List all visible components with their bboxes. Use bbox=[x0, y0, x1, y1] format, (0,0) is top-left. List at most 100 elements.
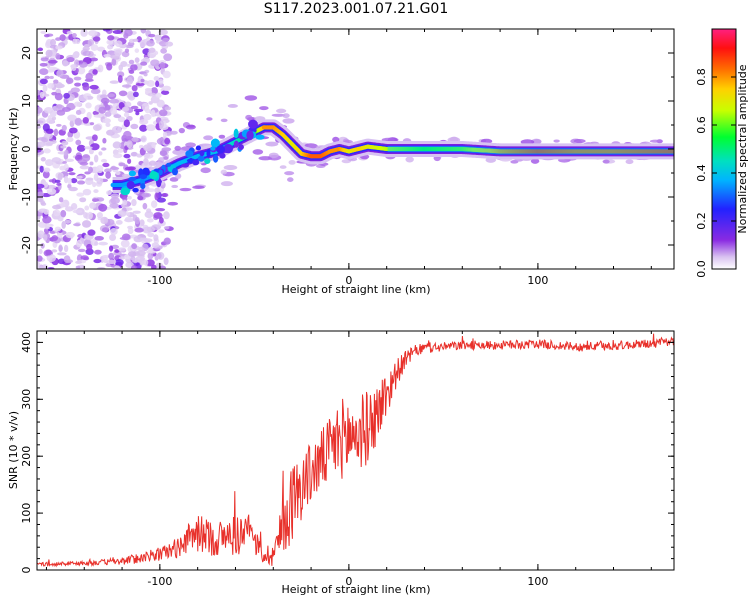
noise-blob bbox=[53, 128, 59, 137]
signal-blob bbox=[212, 154, 219, 163]
y-tick-label: 400 bbox=[20, 332, 33, 353]
signal-blob bbox=[197, 155, 205, 162]
noise-blob bbox=[158, 29, 168, 36]
noise-blob bbox=[79, 165, 90, 170]
noise-blob bbox=[332, 136, 340, 143]
noise-blob bbox=[60, 209, 67, 218]
noise-blob bbox=[118, 256, 126, 260]
noise-blob bbox=[98, 106, 107, 114]
noise-blob bbox=[114, 49, 122, 57]
noise-blob bbox=[53, 209, 61, 217]
noise-blob bbox=[169, 177, 179, 182]
noise-blob bbox=[245, 114, 253, 121]
noise-blob bbox=[56, 69, 64, 78]
noise-blob bbox=[127, 195, 132, 200]
noise-blob bbox=[142, 202, 148, 210]
noise-blob bbox=[163, 257, 169, 266]
noise-blob bbox=[89, 84, 99, 90]
spectrogram-heatmap bbox=[37, 29, 674, 269]
noise-blob bbox=[146, 40, 155, 47]
noise-blob bbox=[42, 170, 50, 179]
noise-blob bbox=[131, 243, 138, 250]
noise-blob bbox=[143, 153, 154, 159]
noise-blob bbox=[154, 187, 160, 194]
noise-blob bbox=[169, 130, 178, 135]
noise-blob bbox=[157, 157, 165, 164]
noise-blob bbox=[120, 61, 128, 67]
noise-blob bbox=[146, 124, 156, 132]
noise-blob bbox=[40, 202, 47, 206]
signal-blob bbox=[210, 146, 216, 151]
noise-blob bbox=[93, 189, 99, 194]
snr-ylabel: SNR (10 * v/v) bbox=[7, 411, 20, 489]
noise-blob bbox=[37, 137, 47, 141]
noise-blob bbox=[43, 167, 51, 173]
noise-blob bbox=[134, 216, 140, 225]
noise-blob bbox=[159, 109, 168, 117]
snr-frame bbox=[36, 330, 675, 571]
noise-blob bbox=[162, 85, 171, 92]
noise-blob bbox=[107, 35, 115, 41]
spectrogram-ylabel: Frequency (Hz) bbox=[7, 108, 20, 191]
noise-blob bbox=[625, 159, 634, 165]
colorbar-label: Normalized spectral amplitude bbox=[736, 64, 749, 233]
noise-blob bbox=[148, 246, 154, 254]
noise-blob bbox=[107, 44, 114, 50]
noise-blob bbox=[126, 140, 133, 149]
noise-blob bbox=[135, 82, 145, 86]
snr-plot-area bbox=[37, 333, 674, 568]
noise-blob bbox=[127, 158, 132, 164]
noise-blob bbox=[252, 149, 264, 155]
noise-blob bbox=[150, 109, 156, 118]
noise-blob bbox=[90, 44, 99, 51]
noise-blob bbox=[43, 148, 51, 154]
noise-blob bbox=[60, 202, 66, 208]
colorbar-ticks: 0.0 0.2 0.4 0.6 0.8 bbox=[695, 68, 736, 278]
noise-blob bbox=[167, 201, 179, 206]
noise-blob bbox=[86, 243, 93, 251]
noise-blob bbox=[102, 137, 107, 144]
noise-blob bbox=[147, 232, 155, 238]
noise-blob bbox=[49, 110, 57, 118]
signal-blob bbox=[171, 167, 178, 176]
noise-blob bbox=[82, 84, 90, 91]
noise-blob bbox=[83, 211, 88, 219]
noise-blob bbox=[47, 69, 55, 73]
noise-blob bbox=[76, 175, 83, 179]
signal-blob bbox=[139, 174, 148, 180]
snr-xlabel: Height of straight line (km) bbox=[281, 583, 430, 596]
noise-blob bbox=[157, 252, 165, 260]
noise-blob bbox=[100, 158, 108, 163]
noise-blob bbox=[244, 95, 258, 101]
noise-blob bbox=[203, 135, 214, 141]
noise-blob bbox=[75, 139, 82, 146]
noise-blob bbox=[82, 188, 92, 196]
noise-blob bbox=[68, 127, 78, 134]
noise-blob bbox=[162, 70, 171, 79]
noise-blob bbox=[115, 171, 121, 176]
noise-blob bbox=[63, 244, 69, 253]
noise-blob bbox=[83, 44, 90, 48]
noise-blob bbox=[135, 111, 140, 116]
noise-blob bbox=[124, 48, 130, 53]
noise-blob bbox=[179, 187, 192, 192]
noise-blob bbox=[121, 106, 130, 112]
noise-blob bbox=[74, 117, 82, 126]
noise-blob bbox=[158, 229, 165, 233]
noise-blob bbox=[87, 39, 94, 47]
noise-blob bbox=[140, 61, 148, 66]
noise-blob bbox=[117, 210, 127, 218]
noise-blob bbox=[40, 57, 49, 62]
noise-blob bbox=[114, 259, 124, 266]
noise-blob bbox=[55, 45, 63, 50]
noise-blob bbox=[553, 139, 560, 143]
noise-blob bbox=[109, 166, 120, 170]
noise-blob bbox=[268, 152, 279, 159]
noise-blob bbox=[70, 87, 80, 93]
noise-blob bbox=[97, 46, 106, 52]
noise-blob bbox=[37, 255, 43, 262]
noise-blob bbox=[51, 116, 57, 121]
noise-blob bbox=[108, 252, 115, 260]
noise-blob bbox=[38, 266, 45, 269]
noise-blob bbox=[102, 162, 110, 168]
